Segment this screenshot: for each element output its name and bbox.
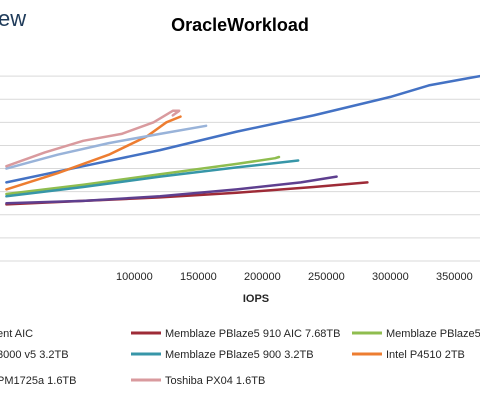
legend-label-2: Memblaze PBlaze5 bbox=[386, 328, 480, 340]
x-axis-ticks: 100000 150000 200000 250000 300000 350000 bbox=[116, 271, 473, 283]
legend-item-0: ent AIC bbox=[0, 328, 33, 340]
series-line-3 bbox=[5, 175, 338, 205]
series-line-4 bbox=[5, 159, 300, 198]
legend-item-1: Memblaze PBlaze5 910 AIC 7.68TB bbox=[131, 328, 340, 340]
x-tick-label-0: 100000 bbox=[116, 271, 153, 283]
x-tick-label-5: 350000 bbox=[436, 271, 473, 283]
x-tick-label-4: 300000 bbox=[372, 271, 409, 283]
series-line-5 bbox=[5, 115, 182, 191]
legend-label-3: 3000 v5 3.2TB bbox=[0, 349, 69, 361]
legend-label-7: Toshiba PX04 1.6TB bbox=[165, 375, 265, 387]
legend-item-5: Intel P4510 2TB bbox=[352, 349, 465, 361]
legend-item-3: 3000 v5 3.2TB bbox=[0, 349, 69, 361]
chart-title: OracleWorkload bbox=[171, 15, 309, 35]
legend-label-4: Memblaze PBlaze5 900 3.2TB bbox=[165, 349, 314, 361]
x-tick-label-1: 150000 bbox=[180, 271, 217, 283]
legend-item-7: Toshiba PX04 1.6TB bbox=[131, 375, 265, 387]
legend-item-2: Memblaze PBlaze5 bbox=[352, 328, 480, 340]
gridlines bbox=[0, 75, 480, 262]
legend-label-0: ent AIC bbox=[0, 328, 33, 340]
legend-item-4: Memblaze PBlaze5 900 3.2TB bbox=[131, 349, 314, 361]
brand-logo-text: ew bbox=[0, 6, 26, 31]
series-line-7 bbox=[5, 109, 181, 168]
series-line-2 bbox=[5, 155, 281, 196]
series-lines bbox=[5, 74, 480, 206]
x-tick-label-3: 250000 bbox=[308, 271, 345, 283]
legend-label-5: Intel P4510 2TB bbox=[386, 349, 465, 361]
legend-label-6: PM1725a 1.6TB bbox=[0, 375, 77, 387]
legend: ent AIC Memblaze PBlaze5 910 AIC 7.68TB Me… bbox=[0, 328, 480, 387]
x-tick-label-2: 200000 bbox=[244, 271, 281, 283]
x-axis-title: IOPS bbox=[243, 293, 269, 305]
series-line-6 bbox=[5, 124, 208, 170]
legend-item-6: PM1725a 1.6TB bbox=[0, 375, 77, 387]
series-line-0 bbox=[5, 74, 480, 184]
legend-label-1: Memblaze PBlaze5 910 AIC 7.68TB bbox=[165, 328, 340, 340]
